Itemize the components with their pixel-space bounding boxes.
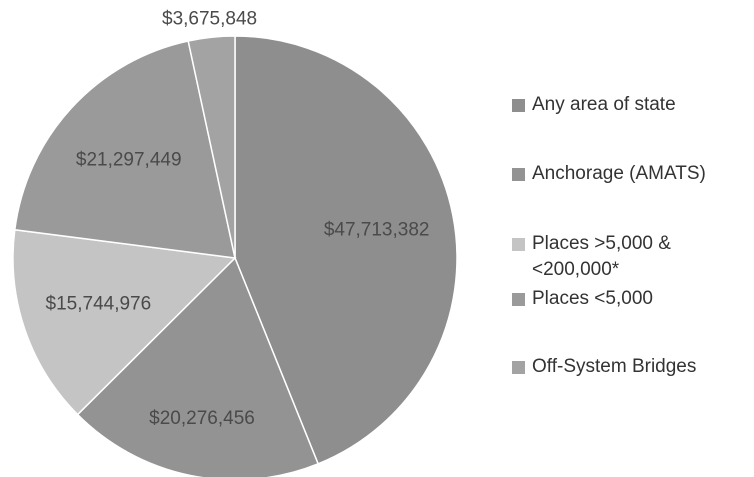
- legend-label: Places <5,000: [532, 288, 653, 309]
- legend-item: Any area of state: [512, 92, 737, 118]
- legend-label: Off-System Bridges: [532, 356, 697, 377]
- data-label: $20,276,456: [149, 408, 255, 429]
- legend-label: Anchorage (AMATS): [532, 163, 706, 184]
- data-label: $47,713,382: [324, 219, 430, 240]
- pie-slice: [76, 256, 320, 477]
- data-label: $3,675,848: [162, 8, 257, 29]
- legend-label: Any area of state: [532, 94, 676, 115]
- legend-swatch: [512, 238, 525, 251]
- legend-item: Places >5,000 & <200,000*: [512, 231, 737, 283]
- legend-swatch: [512, 293, 525, 306]
- legend-item: Anchorage (AMATS): [512, 161, 737, 187]
- legend-item: Off-System Bridges: [512, 354, 737, 380]
- pie-slice: [13, 40, 236, 259]
- data-label: $21,297,449: [76, 149, 182, 170]
- pie-slice: [12, 228, 237, 416]
- legend-item: Places <5,000: [512, 286, 737, 312]
- legend-swatch: [512, 361, 525, 374]
- legend-label: Places >5,000 & <200,000*: [532, 233, 671, 280]
- pie-slice: [234, 35, 458, 465]
- pie-slice: [187, 35, 236, 259]
- legend-swatch: [512, 99, 525, 112]
- data-label: $15,744,976: [46, 293, 152, 314]
- legend-swatch: [512, 168, 525, 181]
